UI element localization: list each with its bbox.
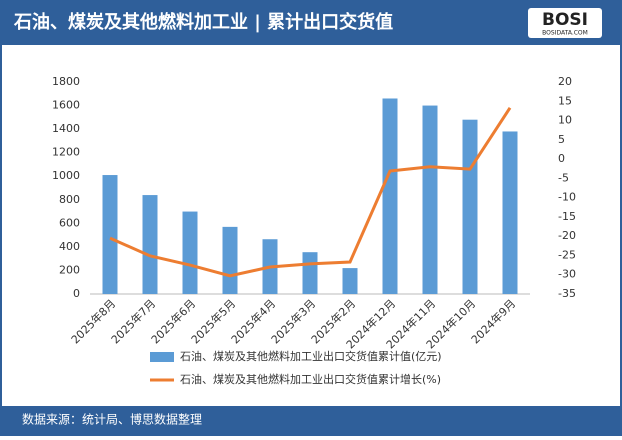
y-tick-label: 1200 [52, 146, 80, 159]
logo-sub: BOSIDATA.COM [542, 30, 588, 37]
logo-box [528, 8, 602, 38]
y2-tick-label: -30 [558, 268, 576, 281]
y2-tick-label: 5 [558, 133, 565, 146]
y-tick-label: 600 [59, 216, 80, 229]
legend-swatch [150, 352, 174, 362]
y2-tick-label: 20 [558, 75, 572, 88]
y-tick-label: 1800 [52, 75, 80, 88]
y2-tick-label: -20 [558, 229, 576, 242]
bar [462, 119, 478, 294]
y2-tick-label: -5 [558, 171, 569, 184]
bar [102, 175, 118, 294]
header-title: 石油、煤炭及其他燃料加工业 | 累计出口交货值 [13, 11, 393, 33]
bar [422, 105, 438, 294]
footer-source: 数据来源：统计局、博思数据整理 [22, 412, 202, 427]
y-tick-label: 1000 [52, 169, 80, 182]
y-tick-label: 200 [59, 263, 80, 276]
y-tick-label: 0 [73, 287, 80, 300]
y2-tick-label: -15 [558, 210, 576, 223]
y-tick-label: 1600 [52, 99, 80, 112]
bar [342, 268, 358, 294]
y-tick-label: 400 [59, 240, 80, 253]
legend-label: 石油、煤炭及其他燃料加工业出口交货值累计增长(%) [180, 372, 441, 386]
y2-tick-label: -35 [558, 287, 576, 300]
y-tick-label: 1400 [52, 122, 80, 135]
header-bar [1, 1, 621, 45]
legend-label: 石油、煤炭及其他燃料加工业出口交货值累计值(亿元) [180, 349, 442, 363]
y2-tick-label: -25 [558, 248, 576, 261]
bar [222, 226, 238, 294]
y2-tick-label: 15 [558, 94, 572, 107]
logo: BOSI [542, 10, 588, 30]
footer-bar [1, 406, 621, 435]
y-tick-label: 800 [59, 193, 80, 206]
y2-tick-label: 10 [558, 114, 572, 127]
y2-tick-label: 0 [558, 152, 565, 165]
bar [302, 252, 318, 294]
line [109, 107, 512, 278]
bar [142, 195, 158, 294]
bar [502, 131, 518, 294]
bar [382, 98, 398, 294]
bar [182, 211, 198, 294]
y2-tick-label: -10 [558, 191, 576, 204]
